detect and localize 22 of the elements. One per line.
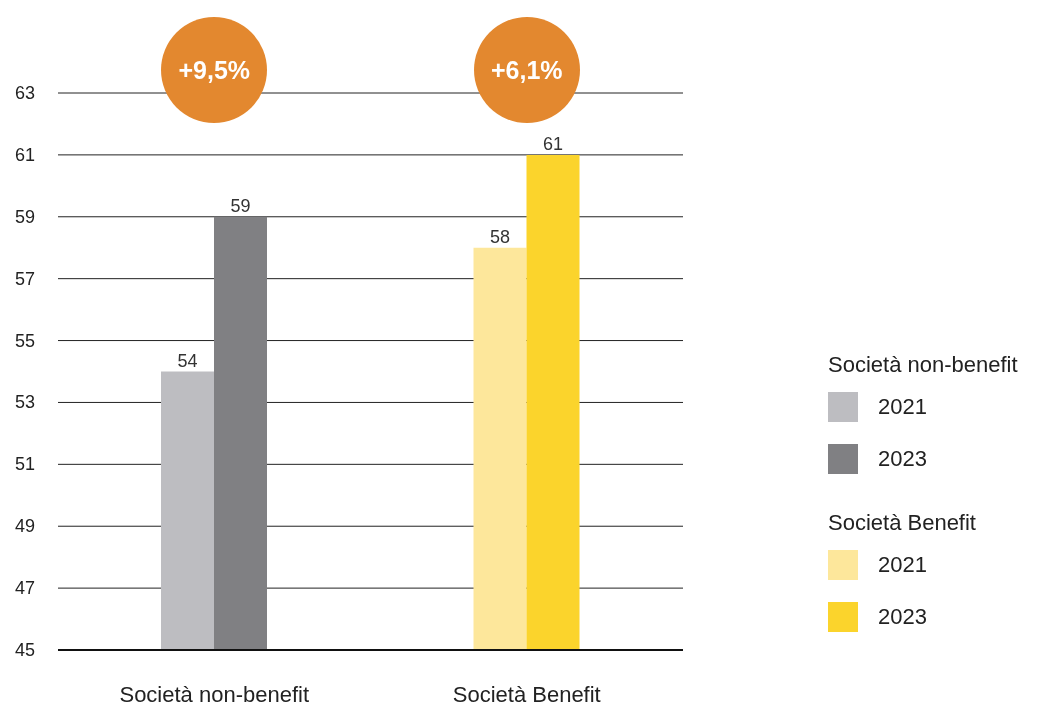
y-tick-label: 57 — [15, 268, 36, 289]
data-label: 58 — [489, 226, 511, 247]
category-label: Società Benefit — [828, 510, 976, 535]
y-tick-label: 45 — [15, 640, 36, 660]
text: +9,5% — [177, 55, 252, 85]
data-label: 61 — [542, 133, 564, 154]
text: +6,1% — [489, 55, 564, 85]
y-tick-label: 49 — [15, 516, 36, 537]
legend-label: 2021 — [878, 394, 927, 420]
text: 2021 — [878, 552, 927, 577]
y-tick-label: 59 — [15, 206, 36, 227]
text: 2023 — [878, 604, 927, 629]
category-label: Società non-benefit — [828, 352, 1018, 377]
y-tick-label: 63 — [15, 83, 36, 103]
y-tick-label: 51 — [15, 454, 36, 475]
data-label: 59 — [230, 195, 251, 216]
legend-label: 2023 — [878, 446, 927, 472]
y-tick-label: 55 — [15, 330, 36, 351]
y-tick-label: 53 — [15, 392, 36, 413]
y-tick-label: 47 — [15, 578, 36, 599]
y-tick-label: 61 — [15, 144, 36, 165]
data-label: 54 — [177, 350, 198, 371]
